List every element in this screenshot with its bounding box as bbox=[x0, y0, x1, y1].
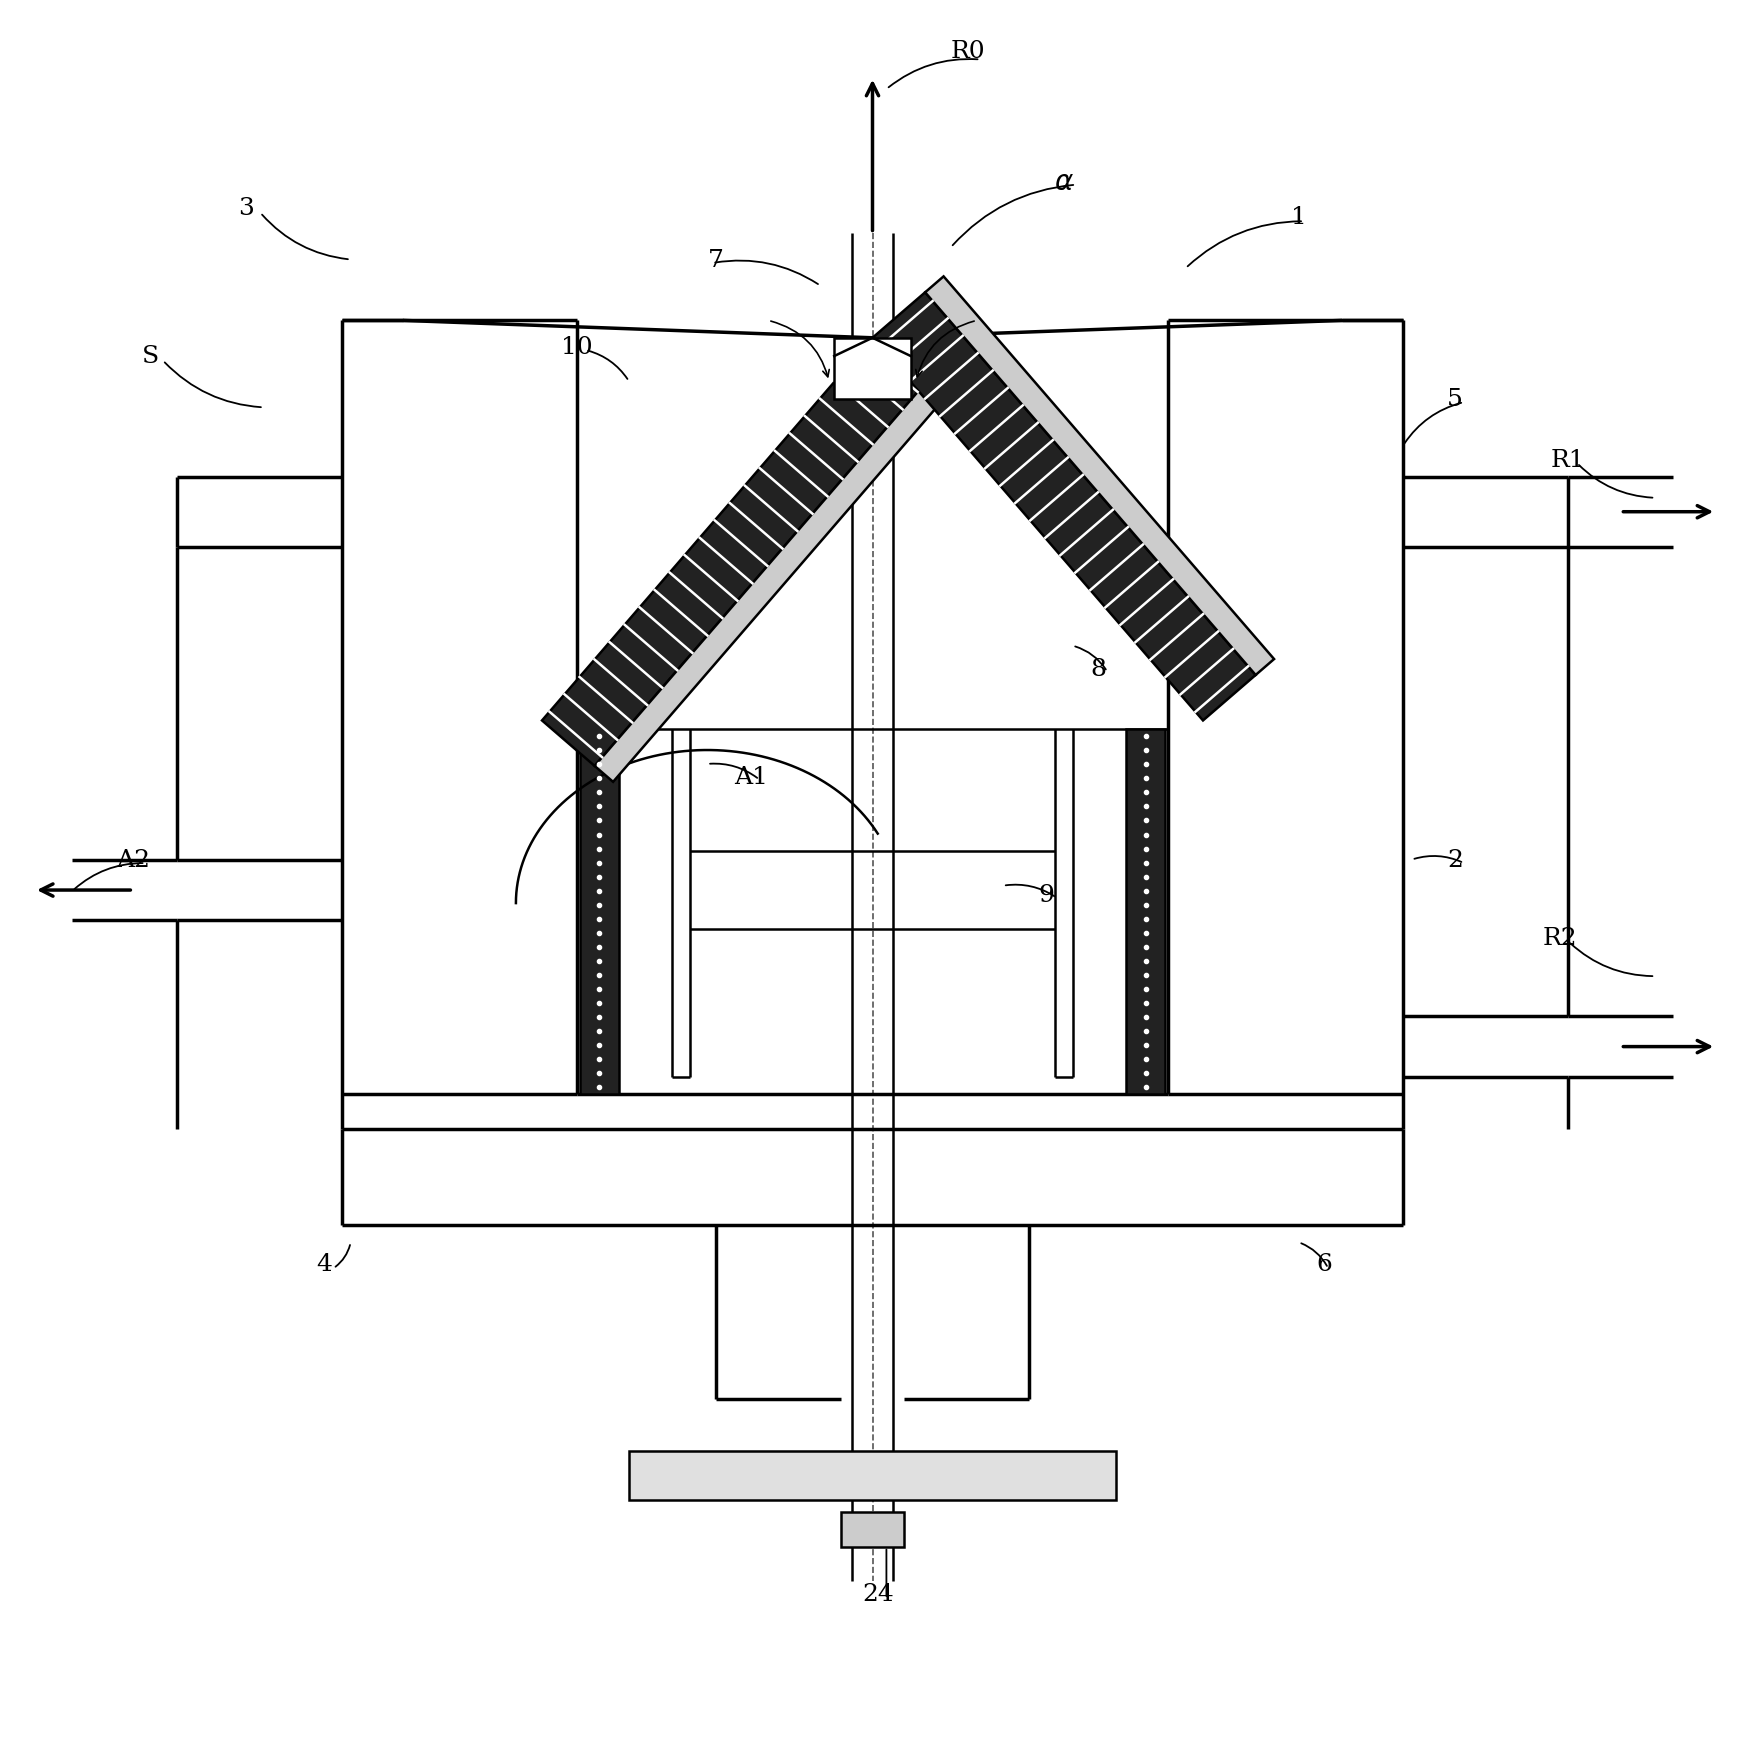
Text: R0: R0 bbox=[951, 40, 986, 63]
Polygon shape bbox=[872, 293, 1256, 721]
Text: 10: 10 bbox=[560, 335, 593, 358]
Text: 5: 5 bbox=[1447, 388, 1462, 411]
Text: 2: 2 bbox=[1447, 849, 1462, 872]
Text: 4: 4 bbox=[316, 1251, 333, 1274]
Polygon shape bbox=[581, 730, 618, 1095]
Text: 8: 8 bbox=[1091, 658, 1106, 681]
Text: R1: R1 bbox=[1551, 449, 1586, 472]
Polygon shape bbox=[595, 384, 944, 783]
Text: 24: 24 bbox=[862, 1583, 893, 1606]
Polygon shape bbox=[543, 339, 925, 767]
Text: A1: A1 bbox=[735, 765, 768, 788]
Bar bbox=[841, 1513, 904, 1546]
Bar bbox=[628, 1451, 1117, 1501]
Text: A2: A2 bbox=[117, 849, 150, 872]
Text: 1: 1 bbox=[1291, 205, 1307, 228]
Text: 9: 9 bbox=[1038, 883, 1054, 906]
Text: 3: 3 bbox=[239, 197, 255, 219]
Polygon shape bbox=[1127, 730, 1164, 1095]
Bar bbox=[834, 339, 911, 400]
Text: 7: 7 bbox=[708, 249, 724, 272]
Text: 6: 6 bbox=[1317, 1251, 1333, 1274]
Text: S: S bbox=[141, 344, 159, 367]
Text: R2: R2 bbox=[1543, 927, 1577, 949]
Polygon shape bbox=[925, 277, 1274, 676]
Text: $\alpha$: $\alpha$ bbox=[1054, 168, 1073, 195]
